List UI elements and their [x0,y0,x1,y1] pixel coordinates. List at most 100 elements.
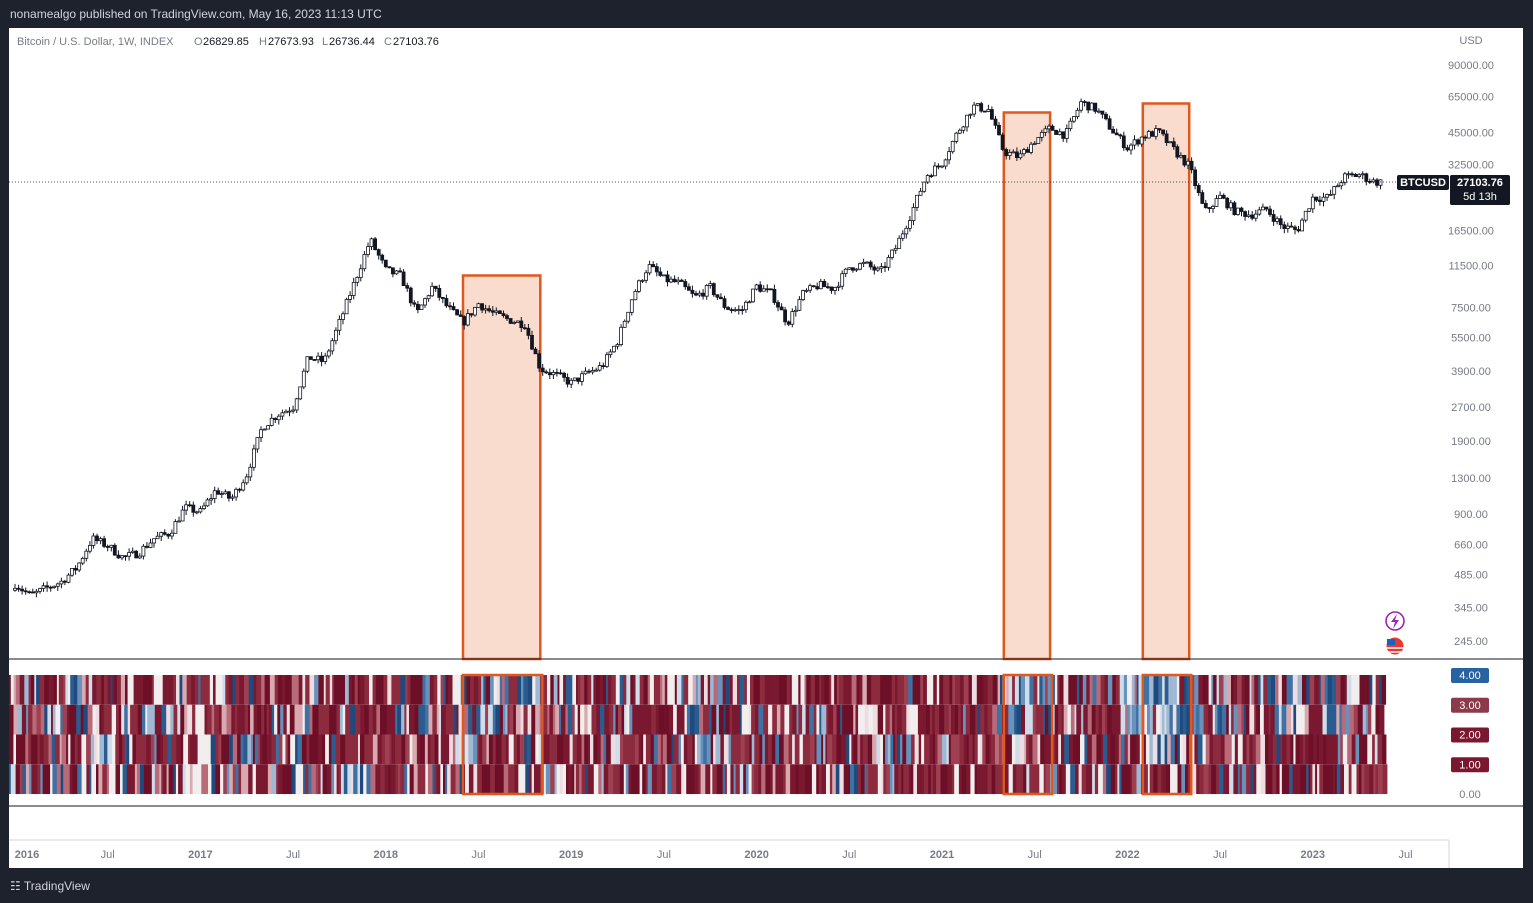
heat-cell [843,675,848,705]
heat-cell [1308,734,1314,765]
heat-cell [400,764,405,795]
heat-cell [258,734,261,765]
heat-cell [739,764,744,795]
heat-cell [463,704,469,735]
heat-cell [291,764,296,795]
candle [234,487,239,501]
heat-cell [1304,764,1307,795]
heat-cell [880,734,884,765]
candle [469,313,474,318]
heat-cell [904,675,909,705]
heat-cell [625,764,629,795]
heat-cell [979,734,983,765]
heat-cell [789,704,793,735]
heat-cell [855,704,859,735]
footer-brand[interactable]: TradingView [23,879,90,893]
heat-cell [1029,734,1033,765]
heat-cell [1080,734,1085,765]
candle [20,585,25,595]
heat-cell [821,734,824,765]
heat-cell [143,675,148,705]
candle [209,493,214,505]
candle [1346,171,1351,179]
heat-cell [729,704,733,735]
candle [355,276,360,287]
tradingview-logo-icon[interactable]: ☷ [10,879,21,893]
heat-cell [357,675,361,705]
heat-cell [104,734,108,765]
heat-cell [372,704,377,735]
candle [70,568,74,577]
candle [184,500,189,515]
heat-cell [588,734,591,765]
heat-cell [968,734,973,765]
heat-cell [901,704,907,735]
heat-cell [468,764,474,795]
heat-cell [568,764,573,795]
heat-cell [1130,734,1135,765]
heat-cell [13,704,18,735]
heat-cell [818,764,822,795]
heat-cell [901,764,904,795]
heat-cell [1064,734,1070,765]
event-icons[interactable] [1385,611,1405,656]
heat-cell [1156,704,1161,735]
heat-cell [535,675,541,705]
candle [936,163,941,170]
heat-cell [1131,675,1136,705]
heat-cell [141,704,146,735]
heat-cell [1006,675,1009,705]
heat-cell [65,675,69,705]
candle [198,505,203,514]
heat-cell [591,764,595,795]
heat-cell [55,704,61,735]
publish-line: nonamealgo published on TradingView.com,… [10,7,382,21]
heat-cell [137,704,143,735]
heat-cell [351,675,355,705]
candle [408,286,413,307]
heat-cell [1261,764,1266,795]
price-axis: 90000.0065000.0045000.0032500.0016500.00… [1448,60,1494,648]
heat-cell [436,764,441,795]
heat-cell [183,734,189,765]
heat-cell [656,764,663,795]
heat-cell [151,704,156,735]
chart-frame[interactable]: Bitcoin / U.S. Dollar, 1W, INDEX O 26829… [9,28,1523,868]
chart-svg[interactable]: Bitcoin / U.S. Dollar, 1W, INDEX O 26829… [9,28,1523,868]
heat-cell [135,734,142,765]
heat-cell [1300,764,1305,795]
candle [1289,222,1294,228]
heat-cell [1241,704,1245,735]
heat-cell [129,734,133,765]
candle [540,364,545,376]
heat-cell [1293,704,1297,735]
heat-cell [688,675,694,705]
candle [415,300,420,314]
candle [544,369,549,375]
heat-cell [1224,734,1228,765]
heat-cell [1305,734,1310,765]
heat-cell [1332,764,1336,795]
heat-cell [554,764,558,795]
heat-cell [383,704,388,735]
candle [1211,204,1215,213]
heat-cell [70,675,75,705]
heat-cell [574,704,579,735]
heat-cell [176,675,180,705]
heat-cell [340,675,346,705]
candle [312,359,317,361]
heat-cell [681,764,685,795]
heat-cell [823,734,826,765]
heat-cell [1242,734,1247,765]
heat-cell [755,704,759,735]
heat-cell [1000,675,1003,705]
heat-cell [479,734,483,765]
candle [947,147,951,165]
heat-cell [318,734,323,765]
candle [34,589,39,598]
heat-cell [257,704,262,735]
heat-cell [608,764,614,795]
heat-cell [473,675,479,705]
indicator-highlight-box [1141,673,1193,796]
heat-cell [1079,675,1084,705]
